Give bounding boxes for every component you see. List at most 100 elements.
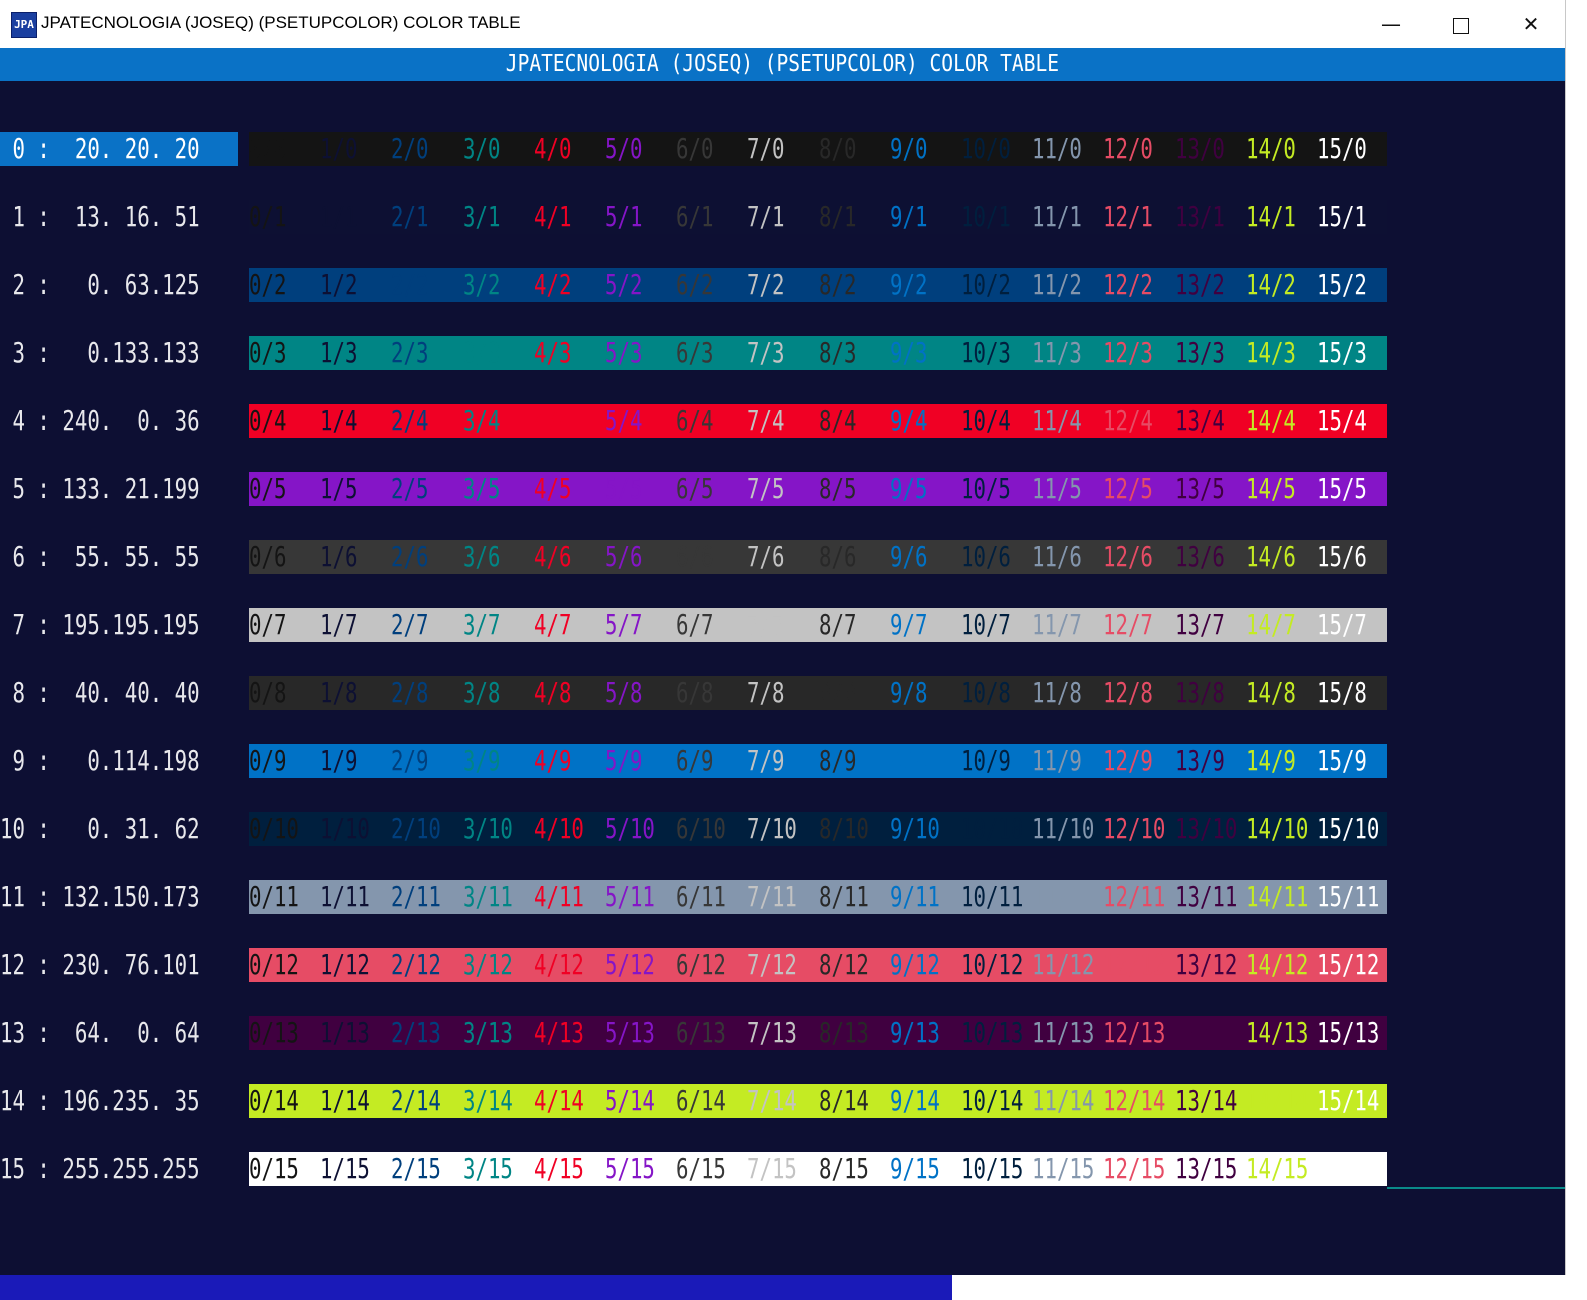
color-cell[interactable]: 13/13 (1175, 1016, 1259, 1050)
color-cell[interactable]: 6/8 (676, 676, 727, 710)
color-cell[interactable]: 7/6 (747, 540, 798, 574)
color-cell[interactable]: 0/2 (249, 268, 300, 302)
row-label[interactable]: 0 : 20. 20. 20 (0, 132, 238, 166)
color-cell[interactable]: 12/8 (1103, 676, 1170, 710)
color-cell[interactable]: 7/9 (747, 744, 798, 778)
color-cell[interactable]: 4/1 (534, 200, 585, 234)
color-cell[interactable]: 3/14 (463, 1084, 530, 1118)
color-cell[interactable]: 9/7 (890, 608, 941, 642)
color-row[interactable]: 7 : 195.195.195 0/7 1/7 2/7 3/7 4/7 5/7 6/7 7/7 8… (0, 608, 1568, 642)
color-cell[interactable]: 14/15 (1246, 1152, 1330, 1186)
color-cell[interactable]: 11/1 (1032, 200, 1099, 234)
color-cell[interactable]: 4/5 (534, 472, 585, 506)
color-cell[interactable]: 6/12 (676, 948, 743, 982)
color-cell[interactable]: 0/1 (249, 200, 300, 234)
color-cell[interactable]: 11/10 (1032, 812, 1116, 846)
color-row[interactable]: 8 : 40. 40. 40 0/8 1/8 2/8 3/8 4/8 5/8 6/8 7/8 8/… (0, 676, 1568, 710)
color-cell[interactable]: 12/9 (1103, 744, 1170, 778)
color-cell[interactable]: 2/1 (391, 200, 442, 234)
color-cell[interactable]: 13/8 (1175, 676, 1242, 710)
color-cell[interactable]: 15/12 (1317, 948, 1401, 982)
color-cell[interactable]: 4/14 (534, 1084, 601, 1118)
color-cell[interactable]: 14/13 (1246, 1016, 1330, 1050)
color-cell[interactable]: 14/4 (1246, 404, 1313, 438)
color-cell[interactable]: 13/5 (1175, 472, 1242, 506)
color-cell[interactable]: 13/1 (1175, 200, 1242, 234)
color-cell[interactable]: 4/15 (534, 1152, 601, 1186)
color-cell[interactable]: 7/7 (747, 608, 798, 642)
color-cell[interactable]: 13/9 (1175, 744, 1242, 778)
color-cell[interactable]: 2/8 (391, 676, 442, 710)
color-cell[interactable]: 1/10 (320, 812, 387, 846)
color-cell[interactable]: 11/13 (1032, 1016, 1116, 1050)
color-cell[interactable]: 2/4 (391, 404, 442, 438)
color-cell[interactable]: 12/7 (1103, 608, 1170, 642)
color-cell[interactable]: 14/1 (1246, 200, 1313, 234)
color-cell[interactable]: 9/9 (890, 744, 941, 778)
color-cell[interactable]: 7/15 (747, 1152, 814, 1186)
color-cell[interactable]: 3/8 (463, 676, 514, 710)
color-cell[interactable]: 3/7 (463, 608, 514, 642)
color-cell[interactable]: 7/4 (747, 404, 798, 438)
color-cell[interactable]: 11/5 (1032, 472, 1099, 506)
color-cell[interactable]: 10/0 (961, 132, 1028, 166)
color-cell[interactable]: 6/4 (676, 404, 727, 438)
color-cell[interactable]: 10/14 (961, 1084, 1045, 1118)
row-label[interactable]: 10 : 0. 31. 62 (0, 812, 238, 846)
color-cell[interactable]: 7/14 (747, 1084, 814, 1118)
color-cell[interactable]: 5/4 (605, 404, 656, 438)
color-cell[interactable]: 13/3 (1175, 336, 1242, 370)
color-cell[interactable]: 9/2 (890, 268, 941, 302)
color-cell[interactable]: 8/12 (819, 948, 886, 982)
color-cell[interactable]: 12/5 (1103, 472, 1170, 506)
color-cell[interactable]: 1/0 (320, 132, 371, 166)
row-label[interactable]: 14 : 196.235. 35 (0, 1084, 238, 1118)
color-cell[interactable]: 10/9 (961, 744, 1028, 778)
color-cell[interactable]: 13/10 (1175, 812, 1259, 846)
color-cell[interactable]: 15/0 (1317, 132, 1384, 166)
color-cell[interactable]: 3/4 (463, 404, 514, 438)
color-cell[interactable]: 5/13 (605, 1016, 672, 1050)
color-cell[interactable]: 5/11 (605, 880, 672, 914)
color-cell[interactable]: 1/2 (320, 268, 371, 302)
row-label[interactable]: 8 : 40. 40. 40 (0, 676, 238, 710)
color-cell[interactable]: 12/1 (1103, 200, 1170, 234)
color-row[interactable]: 2 : 0. 63.125 0/2 1/2 2/2 3/2 4/2 5/2 6/2 7/2 8/2… (0, 268, 1568, 302)
color-cell[interactable]: 14/2 (1246, 268, 1313, 302)
row-label[interactable]: 13 : 64. 0. 64 (0, 1016, 238, 1050)
color-cell[interactable]: 1/1 (320, 200, 371, 234)
color-cell[interactable]: 11/12 (1032, 948, 1116, 982)
color-cell[interactable]: 13/11 (1175, 880, 1259, 914)
color-cell[interactable]: 1/11 (320, 880, 387, 914)
color-cell[interactable]: 15/14 (1317, 1084, 1401, 1118)
color-cell[interactable]: 14/10 (1246, 812, 1330, 846)
color-cell[interactable]: 14/5 (1246, 472, 1313, 506)
color-cell[interactable]: 9/8 (890, 676, 941, 710)
color-cell[interactable]: 14/12 (1246, 948, 1330, 982)
color-cell[interactable]: 12/14 (1103, 1084, 1187, 1118)
color-cell[interactable]: 11/0 (1032, 132, 1099, 166)
color-cell[interactable]: 10/7 (961, 608, 1028, 642)
color-cell[interactable]: 7/11 (747, 880, 814, 914)
color-cell[interactable]: 3/5 (463, 472, 514, 506)
color-cell[interactable]: 0/0 (249, 132, 300, 166)
color-cell[interactable]: 0/6 (249, 540, 300, 574)
color-cell[interactable]: 3/1 (463, 200, 514, 234)
color-cell[interactable]: 14/7 (1246, 608, 1313, 642)
row-label[interactable]: 2 : 0. 63.125 (0, 268, 238, 302)
minimize-button[interactable]: — (1381, 12, 1401, 36)
color-cell[interactable]: 2/3 (391, 336, 442, 370)
color-cell[interactable]: 9/5 (890, 472, 941, 506)
color-cell[interactable]: 2/11 (391, 880, 458, 914)
color-cell[interactable]: 11/15 (1032, 1152, 1116, 1186)
color-cell[interactable]: 11/6 (1032, 540, 1099, 574)
color-row[interactable]: 9 : 0.114.198 0/9 1/9 2/9 3/9 4/9 5/9 6/9 7/9 8/9… (0, 744, 1568, 778)
color-cell[interactable]: 3/0 (463, 132, 514, 166)
color-cell[interactable]: 11/2 (1032, 268, 1099, 302)
color-cell[interactable]: 6/13 (676, 1016, 743, 1050)
color-cell[interactable]: 15/4 (1317, 404, 1384, 438)
color-cell[interactable]: 6/9 (676, 744, 727, 778)
color-cell[interactable]: 3/10 (463, 812, 530, 846)
color-cell[interactable]: 6/6 (676, 540, 727, 574)
color-cell[interactable]: 2/2 (391, 268, 442, 302)
